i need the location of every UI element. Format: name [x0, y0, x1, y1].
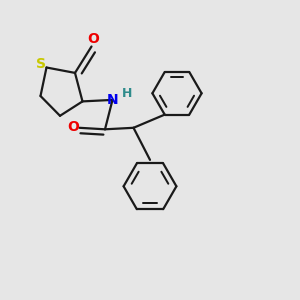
Text: O: O: [67, 120, 79, 134]
Text: H: H: [122, 87, 132, 100]
Text: S: S: [36, 57, 46, 71]
Text: N: N: [107, 93, 118, 107]
Text: O: O: [87, 32, 99, 46]
